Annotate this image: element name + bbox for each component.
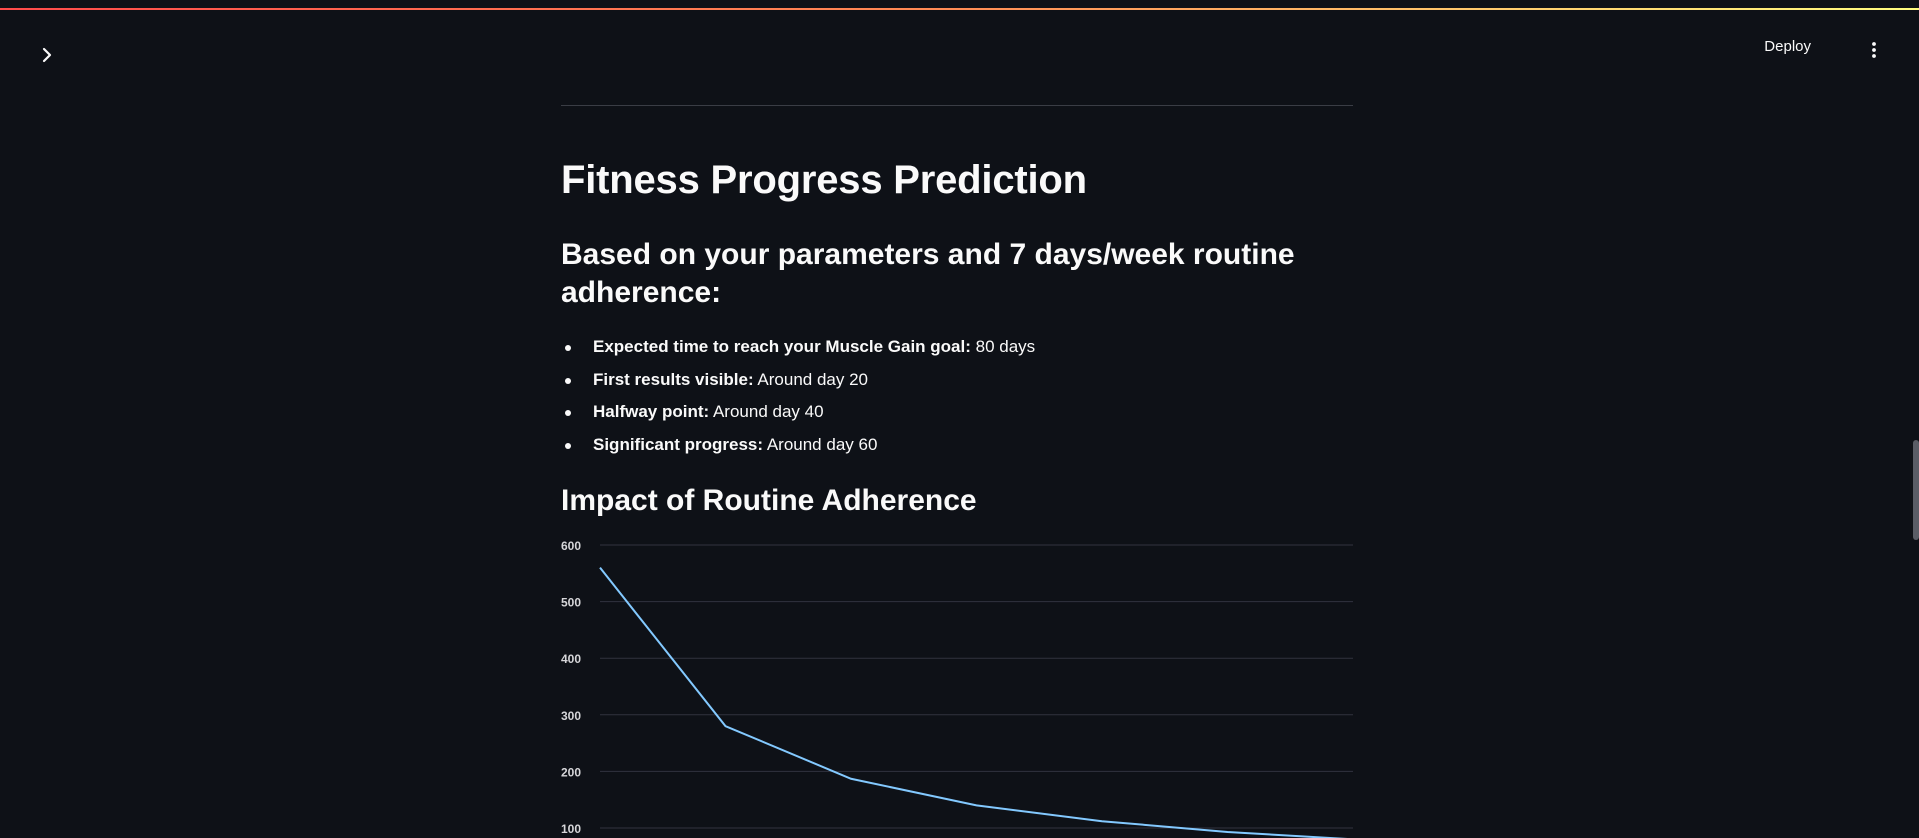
list-item: First results visible: Around day 20 (561, 364, 1353, 397)
accent-gradient-line (0, 8, 1919, 10)
page-scrollbar[interactable] (1913, 440, 1919, 540)
list-item: Halfway point: Around day 40 (561, 396, 1353, 429)
list-item-label: Significant progress: (593, 434, 764, 454)
list-item-value: 80 days (970, 337, 1036, 356)
prediction-subtitle: Based on your parameters and 7 days/week… (561, 238, 1295, 309)
vertical-ellipsis-icon (1872, 42, 1876, 58)
adherence-line-chart[interactable]: 100 200 300 400 500 600 (561, 535, 1353, 838)
y-tick-label: 300 (561, 709, 581, 723)
series-line[interactable] (599, 567, 1353, 838)
list-item-label: Halfway point: (593, 402, 710, 421)
chevron-right-icon (42, 47, 52, 63)
page-title: Fitness Progress Prediction (561, 158, 1087, 202)
deploy-button[interactable]: Deploy (1764, 38, 1811, 55)
horizontal-divider (561, 105, 1353, 106)
y-tick-label: 600 (561, 539, 581, 553)
list-item-value: Around day 20 (753, 369, 868, 389)
prediction-list: Expected time to reach your Muscle Gain … (561, 331, 1353, 461)
chart-title: Impact of Routine Adherence (561, 484, 977, 517)
main-menu-button[interactable] (1865, 40, 1883, 60)
sidebar-toggle-button[interactable] (38, 46, 58, 66)
top-accent-bar (0, 0, 1919, 10)
list-item-label: Expected time to reach your Muscle Gain … (593, 337, 971, 356)
y-tick-label: 200 (561, 765, 581, 779)
list-item-value: Around day 60 (763, 434, 878, 454)
y-tick-label: 400 (561, 652, 581, 666)
chart-svg: 100 200 300 400 500 600 (561, 539, 1353, 838)
list-item-label: First results visible: (593, 369, 754, 389)
list-item-value: Around day 40 (709, 402, 824, 421)
y-tick-label: 500 (561, 596, 581, 610)
list-item: Expected time to reach your Muscle Gain … (561, 331, 1353, 364)
list-item: Significant progress: Around day 60 (561, 429, 1353, 462)
y-tick-label: 100 (561, 822, 581, 836)
